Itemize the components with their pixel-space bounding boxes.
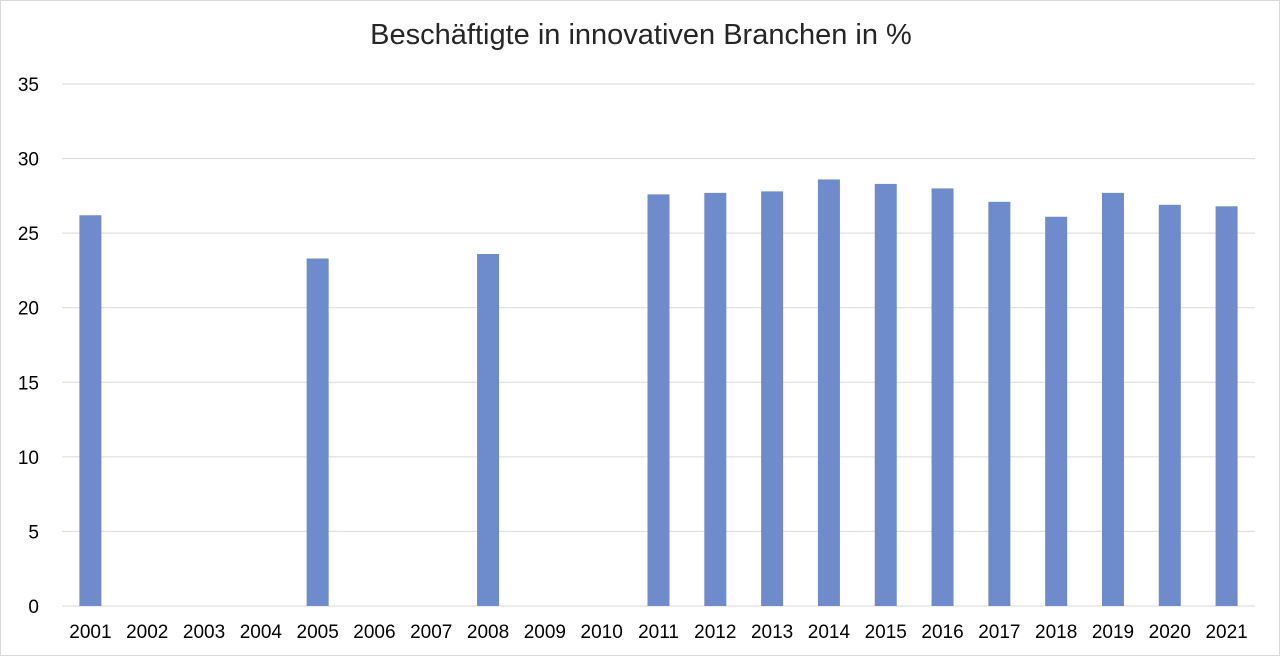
x-tick-label: 2009 (524, 622, 566, 643)
x-tick-label: 2014 (808, 622, 851, 643)
bar (1101, 192, 1124, 607)
chart-title: Beschäftigte in innovativen Branchen in … (370, 19, 912, 51)
x-tick-label: 2001 (69, 622, 111, 643)
x-tick-label: 2021 (1205, 622, 1247, 643)
bar (79, 215, 102, 606)
bar (988, 201, 1011, 606)
x-tick-label: 2007 (410, 622, 452, 643)
x-tick-label: 2016 (921, 622, 963, 643)
y-tick-label: 35 (18, 75, 39, 96)
x-tick-label: 2020 (1149, 622, 1191, 643)
x-tick-label: 2019 (1092, 622, 1134, 643)
x-tick-label: 2017 (978, 622, 1020, 643)
y-tick-label: 10 (18, 448, 39, 469)
x-tick-label: 2013 (751, 622, 793, 643)
x-tick-label: 2018 (1035, 622, 1077, 643)
x-tick-label: 2002 (126, 622, 168, 643)
x-tick-label: 2006 (353, 622, 395, 643)
x-tick-label: 2004 (240, 622, 283, 643)
x-tick-label: 2015 (865, 622, 907, 643)
y-tick-label: 20 (18, 299, 39, 320)
y-tick-label: 25 (18, 224, 39, 245)
bar (931, 188, 954, 606)
x-tick-label: 2005 (297, 622, 339, 643)
bar (306, 258, 329, 606)
y-tick-label: 5 (28, 522, 39, 543)
x-tick-label: 2010 (581, 622, 623, 643)
x-tick-label: 2012 (694, 622, 736, 643)
bar (704, 192, 727, 607)
x-tick-label: 2008 (467, 622, 509, 643)
bar (874, 183, 897, 606)
bar (1158, 204, 1181, 606)
y-tick-label: 15 (18, 373, 39, 394)
bar (761, 191, 784, 606)
y-tick-label: 30 (18, 150, 39, 171)
y-tick-label: 0 (28, 597, 39, 618)
bar (1215, 206, 1238, 606)
bar (1045, 216, 1068, 607)
x-tick-label: 2003 (183, 622, 225, 643)
bar (647, 194, 670, 606)
x-tick-label: 2011 (638, 622, 679, 643)
bar (817, 179, 840, 607)
bar (477, 254, 500, 606)
